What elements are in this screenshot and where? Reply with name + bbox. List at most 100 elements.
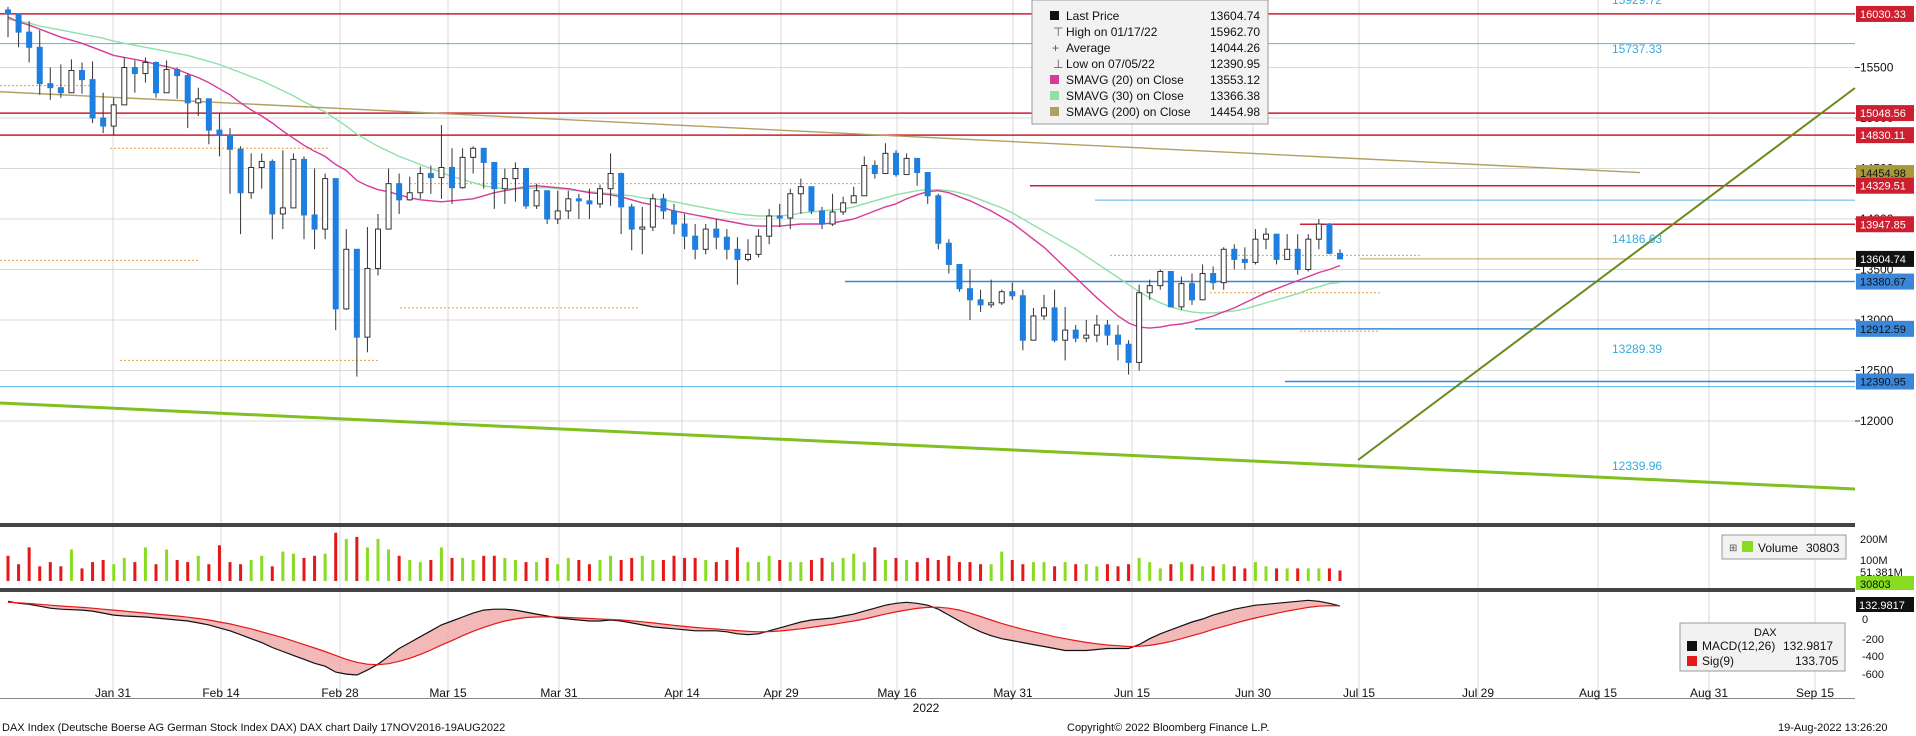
volume-bar xyxy=(186,562,190,581)
volume-bar xyxy=(376,539,380,581)
x-tick-label: Apr 29 xyxy=(763,686,799,700)
volume-bar xyxy=(27,547,31,581)
candle-up xyxy=(512,168,519,180)
volume-bar xyxy=(1074,564,1078,581)
volume-bar xyxy=(545,557,549,581)
volume-bar xyxy=(207,564,211,581)
x-tick-label: May 16 xyxy=(877,686,917,700)
candle-up xyxy=(1315,223,1322,240)
price-label-box xyxy=(1856,105,1914,122)
volume-bar xyxy=(239,564,243,581)
sma30-line xyxy=(7,18,1341,314)
candle-down xyxy=(819,210,825,225)
volume-bar xyxy=(968,562,972,581)
candle-down xyxy=(977,299,984,306)
volume-bar xyxy=(746,562,750,581)
candle-down xyxy=(1294,248,1301,271)
price-label-box xyxy=(1856,320,1914,337)
volume-bar xyxy=(1127,564,1131,581)
candle-up xyxy=(248,166,255,194)
candle-down xyxy=(353,248,360,338)
volume-bar xyxy=(577,560,581,581)
macd-last-label: 132.9817 xyxy=(1859,600,1905,612)
volume-bar xyxy=(957,562,961,581)
price-label-box xyxy=(1856,373,1914,390)
volume-bar xyxy=(619,560,623,581)
candle-down xyxy=(1051,307,1058,341)
x-axis: Jan 31 Feb 14 Feb 28 Mar 15 Mar 31 Apr 14 Apr … xyxy=(95,686,1834,715)
price-label-box xyxy=(1856,250,1914,267)
candle-down xyxy=(1189,283,1195,301)
volume-bar xyxy=(788,562,792,581)
volume-bar xyxy=(122,557,126,581)
volume-bar xyxy=(143,547,147,581)
legend-sma200-value: 14454.98 xyxy=(1210,105,1260,119)
volume-bar xyxy=(905,560,909,581)
volume-bar xyxy=(1148,562,1152,581)
volume-bars xyxy=(6,532,1342,581)
candle-up xyxy=(1146,285,1153,294)
right-price-axis: 1550015000145001400013500130001250012000… xyxy=(1855,5,1914,681)
volume-tick-label: 100M xyxy=(1860,555,1888,567)
price-label-box xyxy=(1856,127,1914,144)
volume-bar xyxy=(683,557,687,581)
volume-bar xyxy=(154,564,158,581)
x-tick-label: Aug 31 xyxy=(1690,686,1728,700)
volume-bar xyxy=(450,557,454,581)
volume-bar xyxy=(1179,562,1183,581)
volume-bar xyxy=(249,560,253,581)
candle-up xyxy=(1030,315,1037,341)
candle-up xyxy=(1199,273,1206,301)
volume-tick-label: 30803 xyxy=(1860,579,1891,591)
volume-bar xyxy=(1116,566,1120,581)
candle-down xyxy=(734,248,741,260)
candle-down xyxy=(945,242,952,265)
candle-up xyxy=(163,69,170,94)
candle-up xyxy=(988,302,995,306)
candle-up xyxy=(1136,292,1143,363)
legend-sma30-label: SMAVG (30) on Close xyxy=(1066,89,1184,103)
y-tick-label: 12000 xyxy=(1860,414,1894,428)
candle-down xyxy=(311,214,318,230)
volume-bar xyxy=(735,547,739,581)
macd-line xyxy=(7,599,1341,676)
candle-up xyxy=(279,207,286,215)
volume-bar xyxy=(503,557,507,581)
price-label-box xyxy=(1856,165,1914,182)
volume-bar xyxy=(1201,566,1205,581)
macd-histogram-area xyxy=(8,600,1340,675)
candle-up xyxy=(343,248,350,310)
candle-up xyxy=(501,178,508,190)
x-tick-label: Jun 30 xyxy=(1235,686,1271,700)
candle-down xyxy=(956,263,963,290)
x-tick-label: Apr 14 xyxy=(664,686,700,700)
macd-tick-label: -400 xyxy=(1862,651,1884,663)
y-tick-label: 15500 xyxy=(1860,61,1894,75)
volume-bar xyxy=(439,547,443,581)
legend-average-value: 14044.26 xyxy=(1210,41,1260,55)
volume-bar xyxy=(873,547,877,581)
candle-up xyxy=(1263,233,1269,240)
volume-bar xyxy=(38,566,42,581)
candle-down xyxy=(79,70,85,81)
candle-up xyxy=(607,173,614,190)
volume-bar xyxy=(725,560,729,581)
volume-bar xyxy=(1084,564,1088,581)
candle-down xyxy=(332,178,339,310)
volume-bar xyxy=(926,557,930,581)
x-tick-label: Feb 28 xyxy=(321,686,359,700)
volume-bar xyxy=(1264,566,1268,581)
candle-up xyxy=(882,152,889,175)
volume-bar xyxy=(59,566,63,581)
volume-bar xyxy=(1000,551,1004,581)
level-annotations: 15737.33 14186.63 13289.39 12339.96 15929.72 xyxy=(1612,0,1662,473)
candle-up xyxy=(195,98,202,104)
volume-bar xyxy=(80,568,84,581)
candle-up xyxy=(702,228,709,250)
price-label: 15048.56 xyxy=(1860,108,1906,120)
x-tick-label: Jan 31 xyxy=(95,686,131,700)
candle-up xyxy=(438,166,445,179)
macd-panel xyxy=(7,599,1341,676)
volume-bar xyxy=(989,564,993,581)
